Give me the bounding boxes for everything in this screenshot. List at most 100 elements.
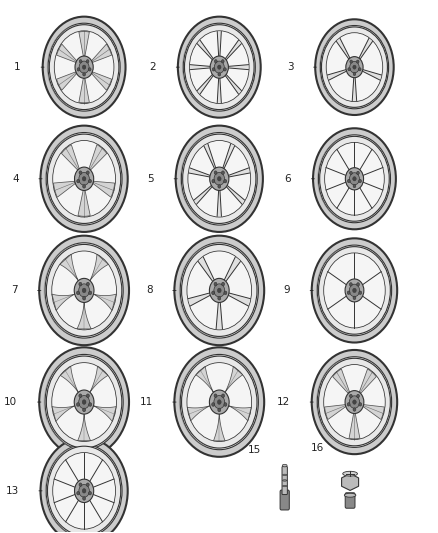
Ellipse shape	[222, 171, 224, 174]
Ellipse shape	[217, 400, 221, 405]
Ellipse shape	[88, 180, 92, 183]
Ellipse shape	[223, 68, 226, 71]
Ellipse shape	[184, 25, 254, 110]
Ellipse shape	[218, 65, 221, 69]
Ellipse shape	[325, 142, 384, 215]
Ellipse shape	[82, 65, 86, 69]
Ellipse shape	[353, 184, 356, 188]
Polygon shape	[352, 78, 357, 101]
Ellipse shape	[45, 354, 123, 450]
Polygon shape	[196, 367, 213, 392]
Ellipse shape	[350, 396, 360, 408]
Ellipse shape	[79, 61, 89, 73]
Ellipse shape	[79, 171, 82, 174]
Ellipse shape	[77, 491, 80, 495]
Ellipse shape	[214, 171, 217, 174]
Polygon shape	[226, 185, 244, 204]
Ellipse shape	[318, 135, 391, 223]
Ellipse shape	[345, 168, 364, 190]
Ellipse shape	[42, 17, 126, 118]
Polygon shape	[197, 41, 213, 60]
Ellipse shape	[82, 288, 86, 293]
Polygon shape	[189, 168, 210, 177]
Ellipse shape	[212, 180, 215, 183]
Ellipse shape	[88, 68, 91, 71]
Ellipse shape	[83, 497, 85, 500]
Ellipse shape	[214, 172, 225, 185]
Ellipse shape	[359, 291, 362, 294]
Ellipse shape	[46, 245, 122, 336]
Ellipse shape	[313, 128, 396, 229]
Ellipse shape	[180, 243, 258, 338]
Ellipse shape	[174, 348, 264, 457]
Ellipse shape	[53, 141, 116, 217]
Polygon shape	[89, 144, 107, 170]
Ellipse shape	[357, 394, 360, 398]
Ellipse shape	[357, 282, 360, 286]
Text: 16: 16	[311, 443, 324, 453]
Ellipse shape	[77, 180, 80, 183]
Ellipse shape	[48, 23, 120, 111]
Ellipse shape	[359, 402, 362, 406]
Polygon shape	[93, 294, 117, 311]
Ellipse shape	[218, 408, 221, 411]
Ellipse shape	[212, 291, 215, 295]
Ellipse shape	[321, 27, 388, 107]
Ellipse shape	[82, 400, 86, 405]
Polygon shape	[60, 366, 78, 392]
Ellipse shape	[312, 350, 397, 454]
Ellipse shape	[52, 362, 117, 441]
Ellipse shape	[214, 395, 225, 409]
Ellipse shape	[187, 362, 251, 441]
Ellipse shape	[344, 493, 356, 497]
Ellipse shape	[89, 291, 92, 295]
Ellipse shape	[283, 464, 287, 467]
Polygon shape	[188, 293, 210, 306]
Ellipse shape	[88, 491, 92, 495]
Ellipse shape	[188, 141, 251, 217]
Ellipse shape	[46, 445, 122, 533]
Ellipse shape	[89, 402, 92, 406]
Ellipse shape	[74, 479, 94, 503]
Ellipse shape	[210, 167, 229, 190]
Polygon shape	[342, 474, 359, 490]
Polygon shape	[359, 369, 376, 393]
FancyBboxPatch shape	[345, 492, 355, 508]
Ellipse shape	[182, 356, 257, 448]
Polygon shape	[216, 302, 223, 329]
Ellipse shape	[222, 394, 225, 398]
Ellipse shape	[224, 180, 226, 183]
Polygon shape	[190, 64, 210, 70]
Ellipse shape	[86, 171, 89, 174]
Text: 10: 10	[4, 397, 18, 407]
Ellipse shape	[83, 72, 85, 76]
Ellipse shape	[74, 167, 94, 190]
Polygon shape	[229, 168, 250, 177]
Polygon shape	[57, 72, 77, 90]
Ellipse shape	[178, 17, 261, 118]
Ellipse shape	[54, 31, 114, 103]
Ellipse shape	[214, 284, 225, 297]
Ellipse shape	[353, 408, 356, 411]
Text: 7: 7	[11, 286, 18, 295]
Ellipse shape	[209, 390, 229, 414]
Ellipse shape	[86, 483, 89, 487]
Ellipse shape	[45, 243, 123, 338]
Polygon shape	[93, 181, 115, 197]
Ellipse shape	[346, 56, 363, 78]
Ellipse shape	[52, 251, 117, 330]
Polygon shape	[52, 294, 75, 311]
Ellipse shape	[350, 284, 360, 297]
Ellipse shape	[187, 251, 251, 330]
Ellipse shape	[180, 354, 258, 450]
Ellipse shape	[224, 291, 227, 295]
Ellipse shape	[326, 33, 383, 102]
Ellipse shape	[217, 288, 221, 293]
Ellipse shape	[174, 236, 264, 345]
Ellipse shape	[218, 296, 221, 300]
Polygon shape	[359, 38, 372, 59]
Ellipse shape	[86, 394, 89, 398]
Ellipse shape	[40, 438, 128, 533]
Ellipse shape	[39, 348, 129, 457]
Ellipse shape	[347, 402, 350, 406]
